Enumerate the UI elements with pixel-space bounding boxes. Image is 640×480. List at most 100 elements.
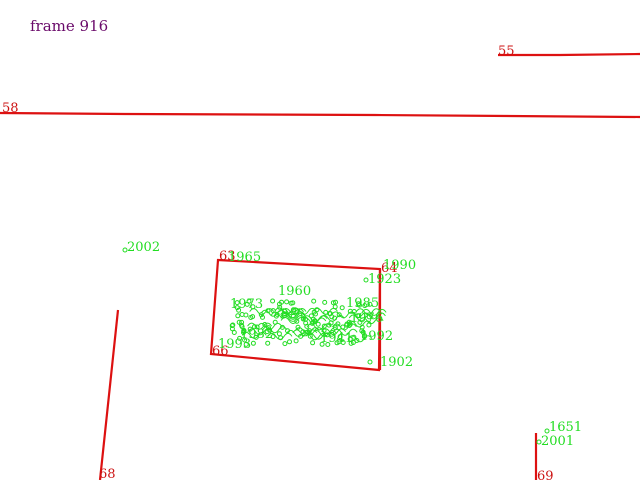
point-label: 1976 (350, 311, 383, 326)
cluster-point (277, 304, 283, 310)
cluster-point (229, 326, 235, 332)
cluster-scribble (281, 308, 307, 315)
cluster-point (315, 321, 321, 327)
segment-label: 58 (2, 101, 19, 116)
cluster-point (270, 298, 276, 304)
segment-label: 66 (212, 344, 229, 359)
cluster-point (244, 301, 250, 307)
cluster-point (326, 322, 332, 328)
cluster-point (254, 324, 260, 330)
cluster-point (229, 323, 235, 329)
cluster-point (357, 302, 362, 308)
cluster-point (234, 300, 240, 306)
point-label: 1651 (549, 420, 582, 435)
point-labels: 2002 1965 1990 1923 1960 1973 1985 1976 … (122, 240, 582, 449)
cluster-point (333, 299, 338, 305)
cluster-point (348, 340, 354, 346)
cluster-point (260, 314, 265, 320)
cluster-point (237, 335, 243, 341)
cluster-scribble (332, 328, 358, 336)
segment-label: 68 (99, 467, 116, 480)
point-label: 1973 (230, 297, 263, 312)
cluster-point (350, 340, 356, 345)
cluster-point (236, 307, 242, 313)
cluster-point (253, 334, 259, 340)
cluster-scribble (302, 315, 328, 323)
cluster-point (243, 341, 249, 347)
segment-label: 63 (219, 249, 236, 264)
point-label: 1985 (346, 296, 379, 311)
segment-55-line (498, 52, 640, 57)
cluster-point (242, 337, 248, 343)
cluster-point (308, 313, 314, 319)
cluster-point (284, 299, 290, 305)
point-marker (536, 439, 542, 445)
cluster-point (330, 300, 336, 306)
point-marker (367, 359, 373, 365)
cluster-point (303, 320, 309, 326)
cluster-scribble (286, 329, 312, 337)
cluster-point (322, 299, 328, 305)
cluster-scribble (292, 329, 318, 337)
cluster-point (336, 312, 342, 318)
cluster-scribble (280, 314, 306, 322)
segment-labels: 55 58 63 64 66 68 69 (2, 44, 554, 480)
point-marker (363, 277, 369, 283)
cluster-point (367, 301, 373, 307)
cluster-scribble (347, 335, 373, 343)
point-label: 2001 (541, 434, 574, 449)
cluster-point (310, 340, 316, 346)
cluster-point (248, 315, 254, 320)
point-label: 1960 (278, 284, 311, 299)
cluster-point (236, 319, 242, 325)
cluster-scribble (249, 308, 275, 316)
point-label: 1923 (368, 272, 401, 287)
point-label: 1982 (240, 327, 273, 342)
cluster-scribble (247, 322, 273, 330)
point-label: 1902 (380, 355, 413, 370)
cluster-scribble (291, 307, 317, 315)
cluster-point (339, 305, 345, 311)
frame-label: frame 916 (30, 17, 108, 35)
cluster-scribble (313, 307, 338, 315)
point-cluster (229, 298, 387, 347)
cluster-point (311, 298, 317, 304)
cluster-point (262, 322, 268, 327)
cluster-point (337, 334, 343, 340)
segment-label: 55 (498, 44, 515, 59)
cluster-scribble (355, 308, 381, 316)
cluster-point (250, 340, 256, 346)
cluster-scribble (241, 331, 267, 339)
segment-label: 69 (537, 469, 554, 480)
cluster-scribble (280, 312, 306, 320)
cluster-scribble (306, 332, 331, 340)
point-label: 2002 (127, 240, 160, 255)
cluster-point (351, 334, 357, 340)
segment-58-line (0, 111, 640, 119)
cluster-scribble (294, 327, 320, 335)
point-label: 1992 (360, 329, 393, 344)
cluster-scribble (301, 317, 327, 325)
cluster-point (282, 341, 288, 347)
cluster-scribble (267, 332, 293, 340)
cluster-scribble (311, 330, 337, 337)
cluster-scribble (361, 308, 387, 316)
cluster-point (313, 311, 318, 317)
cluster-point (287, 339, 292, 345)
cluster-scribble (331, 311, 357, 319)
cluster-point (234, 305, 240, 311)
cluster-point (347, 308, 353, 314)
cluster-scribble (279, 308, 304, 316)
cluster-point (293, 338, 299, 344)
cluster-point (276, 331, 282, 337)
point-marker (122, 247, 128, 253)
cluster-point (270, 334, 276, 340)
point-label: 1965 (228, 250, 261, 265)
cluster-point (231, 330, 237, 335)
point-label: 1941 (320, 331, 353, 346)
cluster-scribble (280, 317, 306, 324)
cluster-scribble (358, 317, 384, 325)
point-marker (544, 428, 550, 434)
cluster-point (359, 328, 365, 334)
